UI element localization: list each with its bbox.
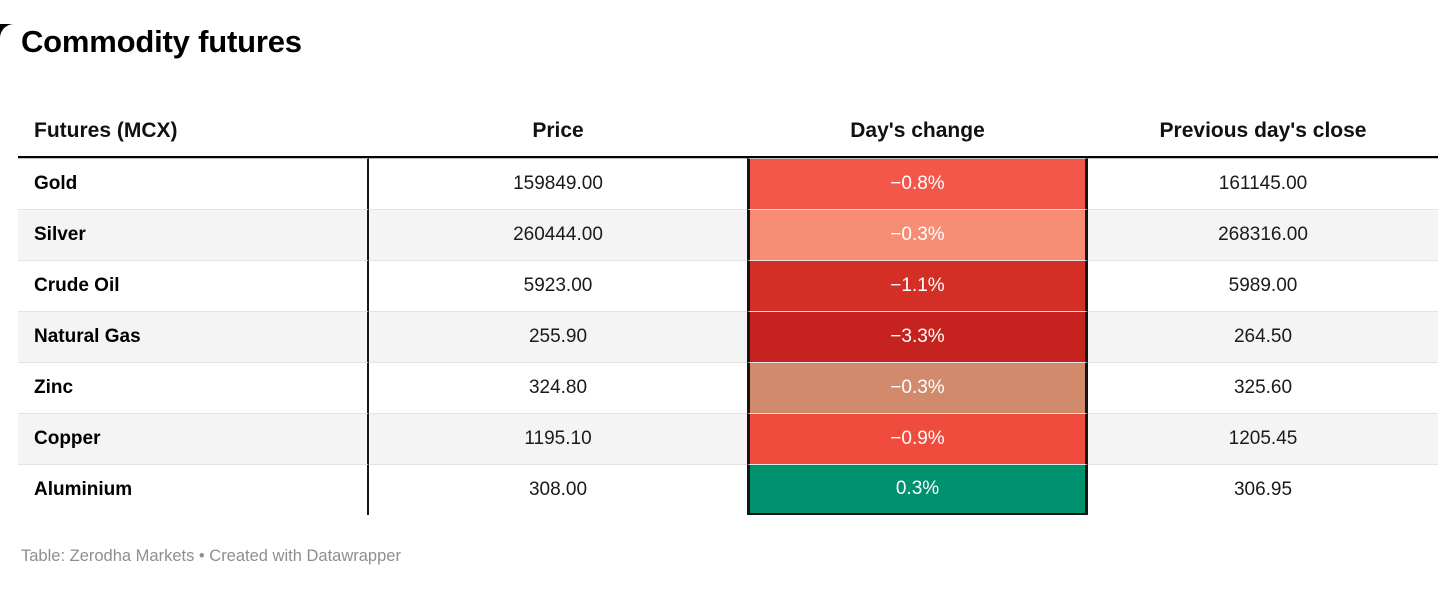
price-value: 5923.00 xyxy=(369,260,747,311)
table-row: Crude Oil 5923.00 −1.1% 5989.00 xyxy=(18,260,1438,311)
futures-name: Zinc xyxy=(18,362,369,413)
change-cell: −0.9% xyxy=(747,413,1088,464)
change-cell: −0.3% xyxy=(747,209,1088,260)
page-title: Commodity futures xyxy=(21,24,302,59)
col-header-days-change: Day's change xyxy=(747,106,1088,158)
price-value: 308.00 xyxy=(369,464,747,515)
table-row: Silver 260444.00 −0.3% 268316.00 xyxy=(18,209,1438,260)
price-value: 260444.00 xyxy=(369,209,747,260)
price-value: 255.90 xyxy=(369,311,747,362)
commodity-futures-table: Futures (MCX) Price Day's change Previou… xyxy=(18,106,1438,515)
header-row: Futures (MCX) Price Day's change Previou… xyxy=(18,106,1438,158)
page-corner-artifact xyxy=(0,24,14,38)
prev-close-value: 268316.00 xyxy=(1088,209,1438,260)
col-header-price: Price xyxy=(369,106,747,158)
futures-name: Crude Oil xyxy=(18,260,369,311)
futures-name: Natural Gas xyxy=(18,311,369,362)
table-row: Aluminium 308.00 0.3% 306.95 xyxy=(18,464,1438,515)
change-cell: −3.3% xyxy=(747,311,1088,362)
futures-name: Silver xyxy=(18,209,369,260)
col-header-futures: Futures (MCX) xyxy=(18,106,369,158)
change-cell: −1.1% xyxy=(747,260,1088,311)
prev-close-value: 264.50 xyxy=(1088,311,1438,362)
table-row: Copper 1195.10 −0.9% 1205.45 xyxy=(18,413,1438,464)
futures-name: Gold xyxy=(18,158,369,209)
futures-name: Copper xyxy=(18,413,369,464)
prev-close-value: 1205.45 xyxy=(1088,413,1438,464)
change-cell: −0.8% xyxy=(747,158,1088,209)
prev-close-value: 161145.00 xyxy=(1088,158,1438,209)
change-cell: 0.3% xyxy=(747,464,1088,515)
futures-name: Aluminium xyxy=(18,464,369,515)
price-value: 324.80 xyxy=(369,362,747,413)
change-cell: −0.3% xyxy=(747,362,1088,413)
table-row: Zinc 324.80 −0.3% 325.60 xyxy=(18,362,1438,413)
price-value: 159849.00 xyxy=(369,158,747,209)
table-row: Gold 159849.00 −0.8% 161145.00 xyxy=(18,158,1438,209)
price-value: 1195.10 xyxy=(369,413,747,464)
prev-close-value: 325.60 xyxy=(1088,362,1438,413)
prev-close-value: 5989.00 xyxy=(1088,260,1438,311)
attribution-footer: Table: Zerodha Markets • Created with Da… xyxy=(21,547,401,565)
table-row: Natural Gas 255.90 −3.3% 264.50 xyxy=(18,311,1438,362)
prev-close-value: 306.95 xyxy=(1088,464,1438,515)
col-header-prev-close: Previous day's close xyxy=(1088,106,1438,158)
